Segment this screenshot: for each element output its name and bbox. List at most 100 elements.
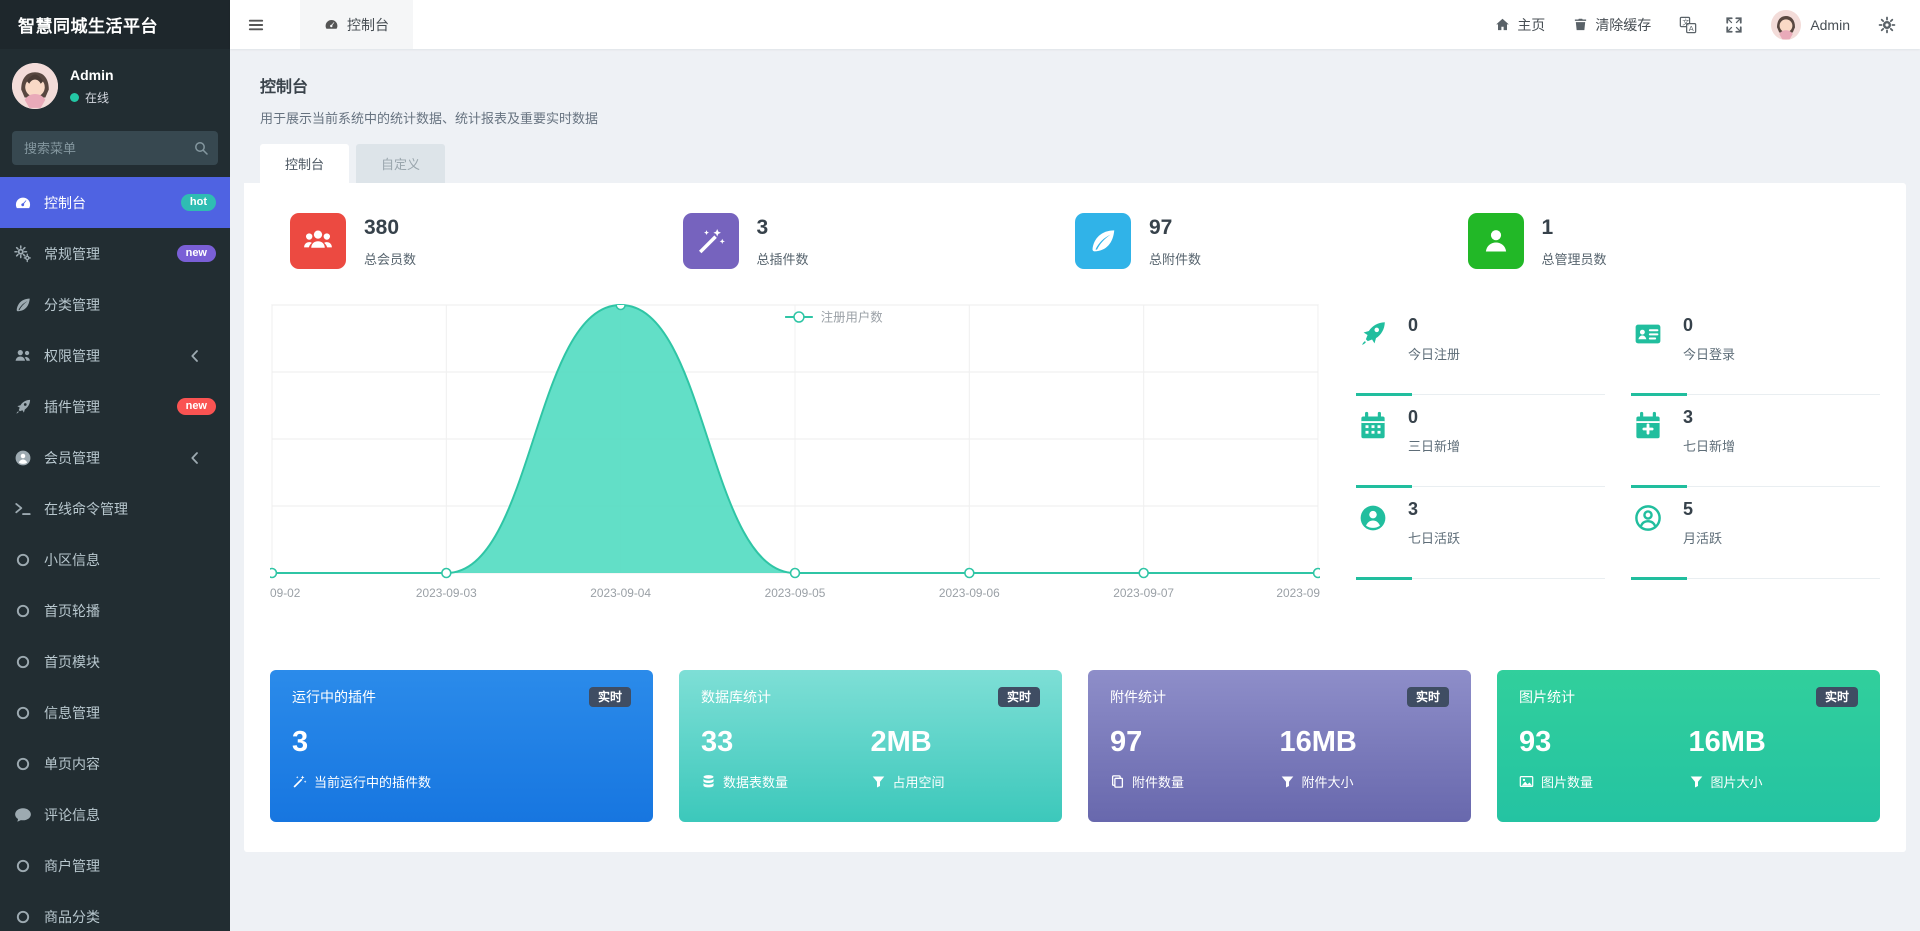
card-metric: 3 当前运行中的插件数 [292, 726, 631, 791]
mini-stat: 5 月活跃 [1631, 487, 1880, 580]
realtime-badge: 实时 [1815, 687, 1858, 707]
tab-custom[interactable]: 自定义 [356, 144, 446, 183]
image-icon [1519, 774, 1534, 789]
card-title: 运行中的插件 [292, 689, 376, 705]
sidebar-item-label: 首页轮播 [44, 602, 100, 619]
navbar-tab-dashboard[interactable]: 控制台 [300, 0, 413, 49]
sidebar-item-3[interactable]: 分类管理 [0, 279, 230, 330]
circle-icon [14, 857, 32, 875]
mini-stat-label: 今日登录 [1683, 347, 1736, 362]
realtime-badge: 实时 [997, 687, 1040, 707]
sidebar-item-1[interactable]: 控制台 hot [0, 177, 230, 228]
stat-label: 总管理员数 [1541, 252, 1607, 267]
avatar [12, 63, 58, 109]
clear-cache-button[interactable]: 清除缓存 [1573, 15, 1651, 35]
card-metric-label: 附件数量 [1132, 775, 1185, 790]
sidebar-toggle-button[interactable] [230, 0, 282, 49]
svg-text:2023-09: 2023-09 [1276, 586, 1320, 600]
card-metric: 93 图片数量 [1519, 726, 1689, 791]
page-header: 控制台 用于展示当前系统中的统计数据、统计报表及重要实时数据 [244, 69, 1906, 127]
circle-icon [14, 704, 32, 722]
mini-stat-label: 七日新增 [1683, 439, 1736, 454]
stat-label: 总插件数 [756, 252, 809, 267]
user-menu[interactable]: Admin [1771, 9, 1850, 40]
card-metric-label: 附件大小 [1301, 775, 1354, 790]
sidebar-item-14[interactable]: 商户管理 [0, 840, 230, 891]
main-content: 控制台 用于展示当前系统中的统计数据、统计报表及重要实时数据 控制台 自定义 3… [230, 49, 1920, 931]
card-metric-value: 2MB [870, 726, 932, 758]
stat-value: 97 [1149, 216, 1173, 239]
leaf-icon [1088, 226, 1118, 256]
sidebar-user-status: 在线 [70, 89, 114, 106]
dashboard-icon [324, 17, 339, 32]
search-input[interactable] [12, 131, 218, 165]
sidebar-item-15[interactable]: 商品分类 [0, 891, 230, 931]
totals-row: 380 总会员数 3 总插件数 97 总附件数 1 总管理员数 [270, 213, 1880, 269]
tab-dashboard[interactable]: 控制台 [260, 144, 350, 183]
sidebar-item-4[interactable]: 权限管理 [0, 330, 230, 381]
chart-legend: 注册用户数 [785, 309, 883, 325]
fullscreen-icon[interactable] [1725, 16, 1743, 34]
mini-stat: 0 三日新增 [1356, 395, 1605, 488]
realtime-cards-row: 运行中的插件 实时 3 当前运行中的插件数 数据库统计 实时 33 数据表数量 2MB 占用空间 附… [270, 670, 1880, 822]
card-metric: 16MB 图片大小 [1689, 726, 1859, 791]
total-stat: 1 总管理员数 [1467, 213, 1861, 269]
sidebar-item-label: 单页内容 [44, 755, 100, 772]
leaf-icon [14, 296, 32, 314]
sidebar-item-13[interactable]: 评论信息 [0, 789, 230, 840]
sidebar-item-10[interactable]: 首页模块 [0, 636, 230, 687]
sidebar-item-8[interactable]: 小区信息 [0, 534, 230, 585]
card-title: 附件统计 [1110, 689, 1166, 705]
sidebar-item-12[interactable]: 单页内容 [0, 738, 230, 789]
sidebar-item-2[interactable]: 常规管理 new [0, 228, 230, 279]
card-metric: 16MB 附件大小 [1280, 726, 1450, 791]
mini-stat: 3 七日活跃 [1356, 487, 1605, 580]
sidebar-item-7[interactable]: 在线命令管理 [0, 483, 230, 534]
card-metric-label: 数据表数量 [723, 775, 789, 790]
content-tabs: 控制台 自定义 [260, 144, 1906, 183]
sidebar-item-5[interactable]: 插件管理 new [0, 381, 230, 432]
svg-text:2023-09-04: 2023-09-04 [590, 586, 651, 600]
realtime-badge: 实时 [1406, 687, 1449, 707]
svg-text:09-02: 09-02 [270, 586, 301, 600]
total-stat: 380 总会员数 [290, 213, 683, 269]
settings-gear-icon[interactable] [1878, 16, 1896, 34]
svg-text:注册用户数: 注册用户数 [821, 309, 883, 324]
comment-icon [14, 806, 32, 824]
sidebar-item-11[interactable]: 信息管理 [0, 687, 230, 738]
sidebar-item-label: 小区信息 [44, 551, 100, 568]
funnel-icon [1689, 774, 1704, 789]
sidebar-item-label: 权限管理 [44, 347, 100, 364]
sidebar-search [12, 131, 218, 165]
menu-badge: new [176, 245, 216, 262]
registered-users-chart: 注册用户数 09-02 2023-09-03 2023-09-04 2023-09-05… [266, 303, 1324, 626]
card-metric-label: 图片数量 [1541, 775, 1594, 790]
sidebar-user-panel: Admin 在线 [0, 49, 230, 121]
user-circle-o-icon [1633, 503, 1663, 533]
dashboard-panel: 380 总会员数 3 总插件数 97 总附件数 1 总管理员数 注册用户数 09-02 2023-… [244, 183, 1906, 852]
sidebar-item-6[interactable]: 会员管理 [0, 432, 230, 483]
stat-label: 总会员数 [364, 252, 417, 267]
sidebar-item-9[interactable]: 首页轮播 [0, 585, 230, 636]
mini-stat-accent-bar [1631, 577, 1687, 580]
mini-stat-accent-bar [1631, 485, 1687, 488]
mini-stat-accent-bar [1631, 393, 1687, 396]
sidebar-item-label: 插件管理 [44, 398, 100, 415]
svg-text:A: A [1689, 24, 1694, 33]
card-metric-value: 93 [1519, 726, 1552, 758]
sidebar-item-label: 商户管理 [44, 857, 100, 874]
mini-stat-accent-bar [1356, 485, 1412, 488]
home-link[interactable]: 主页 [1495, 15, 1545, 35]
card-title: 数据库统计 [701, 689, 771, 705]
stat-value: 3 [756, 216, 769, 239]
mini-stat-value: 3 [1408, 499, 1419, 519]
card-metric-label: 当前运行中的插件数 [314, 775, 432, 790]
search-icon[interactable] [193, 140, 209, 156]
home-icon [1495, 17, 1510, 32]
card-metric-label: 图片大小 [1710, 775, 1763, 790]
magic-wand-icon [292, 774, 307, 789]
realtime-card: 附件统计 实时 97 附件数量 16MB 附件大小 [1088, 670, 1471, 822]
sidebar-item-label: 商品分类 [44, 908, 100, 925]
